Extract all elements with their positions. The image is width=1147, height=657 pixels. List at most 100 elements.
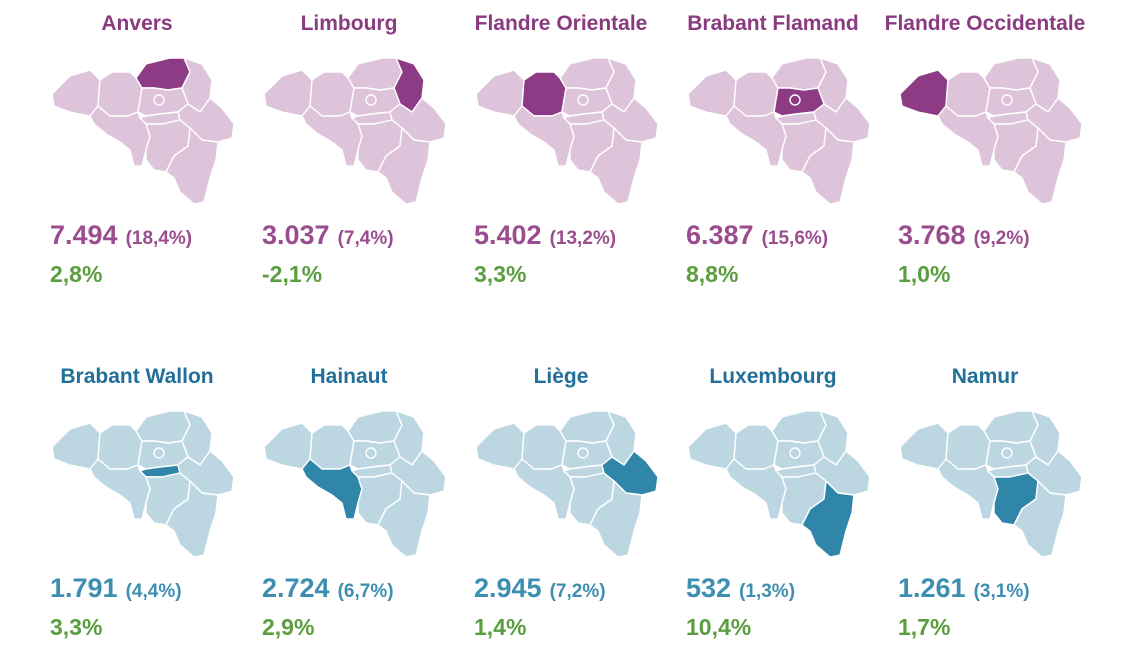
map-province-luxembourg — [377, 480, 431, 558]
map-province-antwerp — [559, 57, 615, 91]
value-row: 7.494 (18,4%) — [50, 220, 192, 251]
province-title: Namur — [951, 365, 1019, 388]
province-card: Limbourg 3.037 (7,4%) -2,1% — [256, 2, 470, 302]
map-province-antwerp-highlighted — [135, 57, 191, 91]
province-title: Hainaut — [310, 365, 388, 388]
map-province-east-flanders — [733, 424, 779, 470]
map-province-west-flanders — [263, 69, 313, 117]
map-province-west-flanders-highlighted — [899, 69, 949, 117]
value-row: 5.402 (13,2%) — [474, 220, 616, 251]
province-card: Liège 2.945 (7,2%) 1,4% — [468, 355, 682, 655]
map-province-antwerp — [771, 410, 827, 444]
province-share: (7,4%) — [337, 228, 394, 249]
map-province-east-flanders — [309, 71, 355, 117]
province-title: Anvers — [101, 12, 173, 35]
map-province-west-flanders — [475, 69, 525, 117]
province-growth: 3,3% — [50, 614, 103, 640]
province-value: 6.387 — [686, 220, 754, 250]
map-province-liege-highlighted — [601, 450, 659, 496]
province-share: (9,2%) — [973, 228, 1030, 249]
value-row: 532 (1,3%) — [686, 573, 795, 604]
province-share: (18,4%) — [125, 228, 193, 249]
province-card: Brabant Flamand 6.387 (15,6%) 8,8% — [680, 2, 894, 302]
map-brussels — [153, 94, 165, 106]
province-title: Brabant Wallon — [60, 365, 214, 388]
map-province-antwerp — [347, 57, 403, 91]
map-province-luxembourg — [165, 127, 219, 205]
belgium-map — [263, 57, 447, 205]
map-province-west-flanders — [687, 422, 737, 470]
province-title: Flandre Orientale — [474, 12, 648, 35]
province-card: Namur 1.261 (3,1%) 1,7% — [892, 355, 1106, 655]
province-value: 1.791 — [50, 573, 118, 603]
map-brussels — [789, 447, 801, 459]
map-province-west-flanders — [687, 69, 737, 117]
map-province-luxembourg — [801, 127, 855, 205]
province-card: Flandre Occidentale 3.768 (9,2%) 1,0% — [885, 2, 1106, 302]
map-province-liege — [601, 97, 659, 143]
map-province-liege — [177, 97, 235, 143]
belgium-map — [475, 57, 659, 205]
map-province-luxembourg — [589, 480, 643, 558]
province-share: (4,4%) — [125, 581, 182, 602]
map-province-east-flanders — [521, 424, 567, 470]
province-value: 5.402 — [474, 220, 542, 250]
map-province-liege — [813, 450, 871, 496]
map-province-antwerp — [771, 57, 827, 91]
value-row: 3.768 (9,2%) — [898, 220, 1030, 251]
map-brussels — [789, 94, 801, 106]
province-card: Anvers 7.494 (18,4%) 2,8% — [44, 2, 258, 302]
province-card: Luxembourg 532 (1,3%) 10,4% — [680, 355, 894, 655]
province-growth: 1,0% — [898, 261, 951, 287]
map-province-east-flanders — [97, 71, 143, 117]
map-province-liege — [389, 450, 447, 496]
value-row: 2.724 (6,7%) — [262, 573, 394, 604]
province-growth: 1,4% — [474, 614, 527, 640]
province-value: 2.945 — [474, 573, 542, 603]
map-province-west-flanders — [475, 422, 525, 470]
map-province-liege — [1025, 450, 1083, 496]
map-province-antwerp — [559, 410, 615, 444]
province-value: 2.724 — [262, 573, 330, 603]
province-share: (1,3%) — [739, 581, 796, 602]
map-province-antwerp — [347, 410, 403, 444]
province-title: Limbourg — [300, 12, 398, 35]
map-province-east-flanders-highlighted — [521, 71, 567, 117]
value-row: 1.791 (4,4%) — [50, 573, 182, 604]
map-brussels — [365, 94, 377, 106]
map-province-luxembourg — [589, 127, 643, 205]
province-title: Flandre Occidentale — [884, 12, 1086, 35]
map-brussels — [365, 447, 377, 459]
map-province-east-flanders — [97, 424, 143, 470]
map-brussels — [577, 447, 589, 459]
province-value: 3.037 — [262, 220, 330, 250]
map-province-west-flanders — [263, 422, 313, 470]
province-value: 1.261 — [898, 573, 966, 603]
map-province-antwerp — [983, 57, 1039, 91]
province-growth: 8,8% — [686, 261, 739, 287]
province-card: Hainaut 2.724 (6,7%) 2,9% — [256, 355, 470, 655]
map-brussels — [1001, 447, 1013, 459]
province-title: Luxembourg — [709, 365, 837, 388]
map-brussels — [577, 94, 589, 106]
belgium-map — [687, 57, 871, 205]
map-province-liege — [177, 450, 235, 496]
map-province-luxembourg-highlighted — [801, 480, 855, 558]
belgium-map — [263, 410, 447, 558]
province-growth: 2,9% — [262, 614, 315, 640]
belgium-map — [687, 410, 871, 558]
map-province-liege — [813, 97, 871, 143]
map-brussels — [153, 447, 165, 459]
map-province-west-flanders — [51, 422, 101, 470]
value-row: 1.261 (3,1%) — [898, 573, 1030, 604]
province-value: 532 — [686, 573, 732, 603]
map-province-east-flanders — [733, 71, 779, 117]
province-title: Brabant Flamand — [687, 12, 859, 35]
belgium-map — [899, 57, 1083, 205]
map-province-luxembourg — [1013, 127, 1067, 205]
province-growth: -2,1% — [262, 261, 323, 287]
value-row: 3.037 (7,4%) — [262, 220, 394, 251]
map-province-west-flanders — [51, 69, 101, 117]
province-growth: 3,3% — [474, 261, 527, 287]
